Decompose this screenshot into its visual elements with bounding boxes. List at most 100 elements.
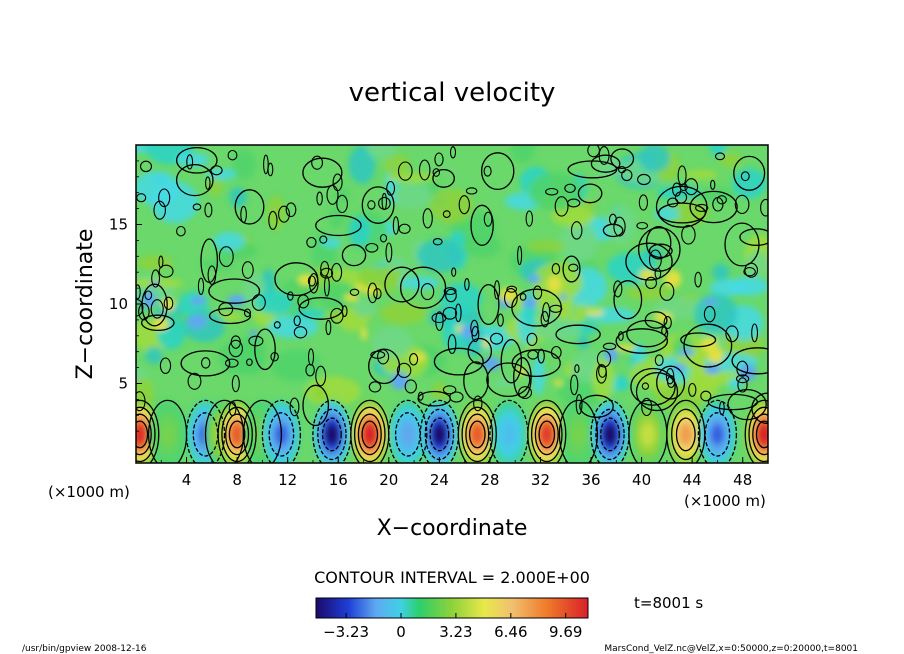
contour-loop	[243, 308, 252, 318]
contour-loop	[506, 285, 518, 293]
cell-contour	[361, 420, 379, 449]
contour-loop	[442, 210, 451, 218]
colorbar-tick-label: 3.23	[439, 623, 472, 641]
field-patch	[136, 255, 174, 270]
contour-loop	[316, 191, 323, 206]
contour-loop	[397, 161, 413, 181]
contour-loop	[422, 208, 433, 229]
field-patch	[678, 348, 695, 356]
colorbar-tick-label: 6.46	[494, 623, 527, 641]
contour-loop	[727, 388, 767, 421]
contour-loop	[379, 233, 388, 243]
contour-loop	[136, 391, 146, 412]
contour-loop	[473, 395, 483, 412]
contour-loop	[186, 154, 194, 170]
contour-loop	[285, 202, 297, 218]
contour-loop	[724, 222, 760, 267]
contour-loop	[504, 288, 518, 308]
contour-loop	[454, 303, 462, 323]
contour-loop	[396, 362, 412, 379]
cell-contour	[461, 406, 494, 463]
contour-loop	[433, 347, 484, 376]
contour-loop	[307, 348, 315, 366]
contour-loop	[707, 393, 759, 411]
field-patch	[708, 347, 724, 364]
cell-contour	[268, 412, 295, 457]
contour-lines	[136, 145, 768, 463]
contour-loop	[435, 311, 444, 331]
contour-loop	[159, 357, 172, 374]
contour-loop	[739, 228, 768, 246]
contour-loop	[743, 267, 756, 277]
cell-mark	[572, 424, 585, 445]
contour-loop	[449, 391, 464, 403]
contour-loop	[307, 275, 316, 287]
field-patch	[343, 294, 359, 302]
cell-contour	[671, 408, 701, 461]
contour-loop	[378, 196, 391, 210]
cell-contour	[429, 417, 450, 452]
x-tick-label: 4	[182, 471, 192, 489]
contour-loop	[278, 205, 290, 223]
colorbar-ticks: −3.23 0 3.23 6.46 9.69	[323, 613, 582, 641]
contour-loop	[315, 214, 362, 237]
contour-loop	[443, 287, 457, 296]
upper-field-patches	[136, 145, 768, 411]
contour-loop	[694, 271, 702, 288]
chart-title: vertical velocity	[349, 78, 556, 108]
cell-mark	[711, 424, 724, 445]
contour-loop	[417, 391, 424, 401]
contour-loop	[626, 319, 669, 348]
contour-loop	[228, 401, 237, 417]
cell-contour	[666, 399, 706, 463]
contour-loop	[289, 397, 300, 417]
contour-loop	[493, 280, 501, 300]
contour-loop	[319, 235, 328, 244]
contour-loop	[537, 348, 545, 364]
contour-loop	[542, 302, 551, 322]
field-patch	[353, 299, 376, 318]
field-patch	[694, 293, 738, 334]
contour-loop	[331, 262, 343, 282]
contour-loop	[610, 148, 635, 170]
field-patch	[266, 195, 286, 231]
contour-loop	[293, 315, 301, 327]
contour-loop	[567, 198, 581, 208]
contour-loop	[549, 304, 563, 313]
x-tick-label: 24	[430, 471, 449, 489]
field-patch	[329, 206, 345, 229]
contour-loop	[210, 165, 223, 176]
x-tick-label: 40	[632, 471, 651, 489]
cell-contour	[136, 420, 149, 449]
field-patch	[684, 169, 718, 180]
contour-loop	[293, 326, 308, 339]
x-tick-label: 16	[329, 471, 348, 489]
field-patch	[355, 283, 364, 292]
contour-loop	[638, 194, 649, 211]
cell-contour	[317, 408, 347, 461]
contour-loop	[320, 260, 330, 277]
contour-loop	[447, 334, 457, 355]
contour-loop	[151, 269, 161, 288]
contour-loop	[733, 155, 766, 191]
cell-mark	[540, 424, 553, 445]
field-patch	[348, 145, 376, 184]
field-patch	[482, 338, 490, 349]
contour-loop	[637, 227, 681, 272]
contour-loop	[418, 159, 431, 181]
contour-loop	[311, 155, 324, 170]
contour-loop	[716, 195, 727, 205]
contour-loop	[551, 263, 561, 275]
contour-loop	[740, 171, 750, 182]
contour-loop	[153, 200, 166, 220]
contour-loop	[139, 160, 153, 173]
contour-loop	[398, 223, 411, 234]
contour-loop	[648, 243, 673, 259]
contour-loop	[163, 296, 174, 310]
field-patch	[745, 250, 768, 278]
contour-loop	[302, 157, 343, 188]
contour-loop	[483, 211, 493, 227]
field-patch	[482, 356, 501, 371]
cell-contour	[538, 420, 556, 449]
cell-mark	[502, 424, 516, 445]
